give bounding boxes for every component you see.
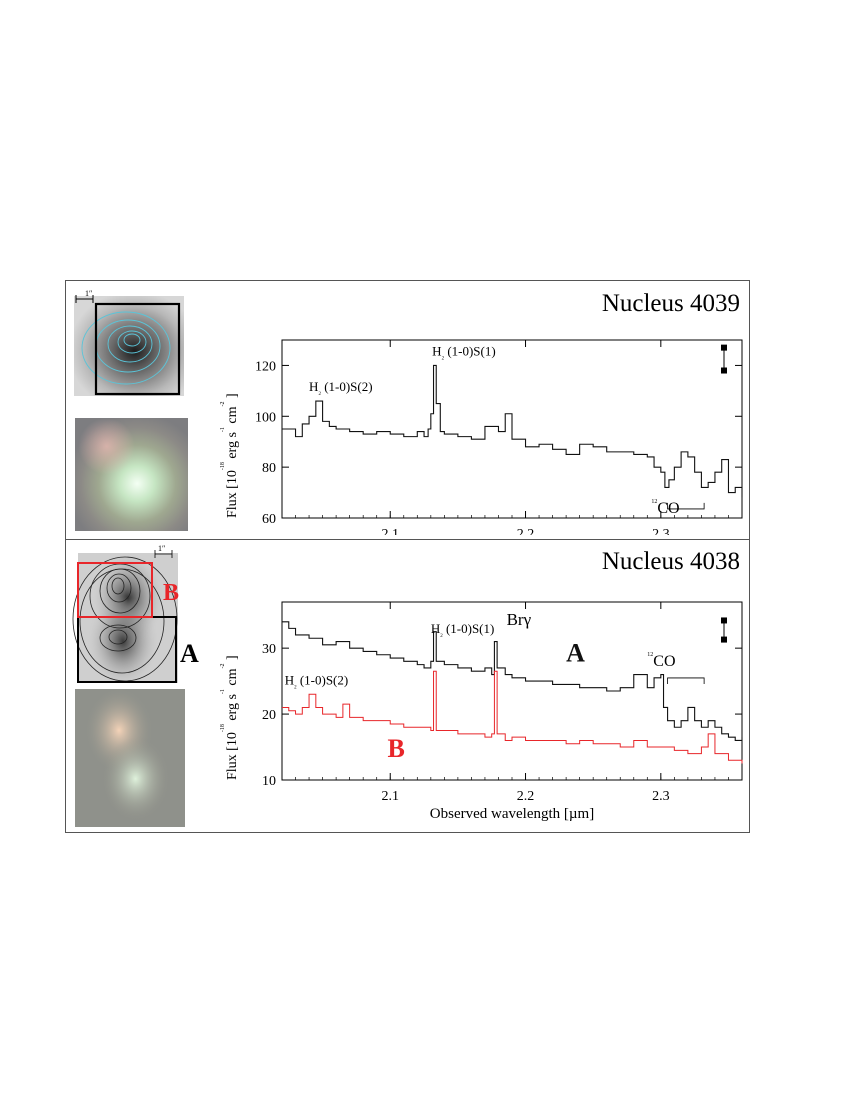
y-tick-label: 60	[262, 512, 276, 527]
y-tick-label: 30	[262, 642, 276, 657]
line-annotation: H2 (1-0)S(1)	[431, 621, 495, 639]
x-tick-label: 2.1	[381, 527, 399, 535]
spectrum-series-B	[282, 670, 743, 764]
co-bandhead-bracket	[667, 502, 705, 510]
panel-divider	[65, 539, 750, 540]
x-tick-label: 2.2	[517, 789, 535, 804]
reference-bar-cap	[721, 636, 727, 643]
contour-thumbnail-4039: 1″	[70, 288, 188, 398]
region-label-b: B	[388, 734, 405, 763]
co-bandhead-bracket	[667, 677, 705, 684]
reference-bar-cap	[721, 617, 727, 624]
line-annotation: H2 (1-0)S(2)	[285, 672, 349, 690]
thumb-label-a: A	[180, 639, 199, 668]
line-annotation: 12CO	[651, 499, 679, 517]
panel-title-4038: Nucleus 4038	[601, 548, 740, 575]
y-tick-label: 10	[262, 774, 276, 789]
x-tick-label: 2.1	[381, 789, 399, 804]
x-tick-label: 2.3	[652, 527, 670, 535]
x-tick-label: 2.2	[517, 527, 535, 535]
color-image-4038	[75, 689, 185, 827]
line-annotation: H2 (1-0)S(1)	[432, 343, 496, 361]
line-annotation: Brγ	[507, 610, 532, 629]
figure-frame	[65, 280, 750, 833]
svg-text:1″: 1″	[85, 289, 92, 298]
line-annotation: H2 (1-0)S(2)	[309, 379, 373, 397]
reference-bar-cap	[721, 367, 727, 374]
x-axis-label: Observed wavelength [µm]	[430, 806, 594, 822]
region-label-a: A	[566, 638, 585, 667]
chart-nucleus-4038: 2.1 2.2 2.3 10 20 30 Flux [10-18 erg s-1 cm-2 …	[220, 601, 743, 822]
y-tick-label: 20	[262, 708, 276, 723]
y-axis-label: Flux [10-18 erg s-1 cm-2 ]	[220, 393, 240, 518]
color-image-4039	[75, 418, 188, 531]
spectrum-series-0	[282, 364, 743, 498]
y-tick-label: 120	[255, 359, 276, 374]
spectrum-series-A	[282, 621, 743, 741]
svg-text:1″: 1″	[158, 544, 165, 553]
y-tick-label: 100	[255, 410, 276, 425]
line-annotation: 12CO	[647, 652, 675, 670]
thumb-label-b: B	[163, 580, 179, 606]
x-tick-label: 2.3	[652, 789, 670, 804]
chart-nucleus-4039: 2.1 2.2 2.3 60 80 100 120 Flux [10-18 erg s-1 c…	[220, 339, 743, 535]
reference-bar-cap	[721, 344, 727, 351]
y-tick-label: 80	[262, 461, 276, 476]
contour-thumbnail-4038: 1″	[70, 541, 215, 686]
y-axis-label: Flux [10-18 erg s-1 cm-2 ]	[220, 655, 240, 780]
panel-title-4039: Nucleus 4039	[601, 290, 740, 317]
